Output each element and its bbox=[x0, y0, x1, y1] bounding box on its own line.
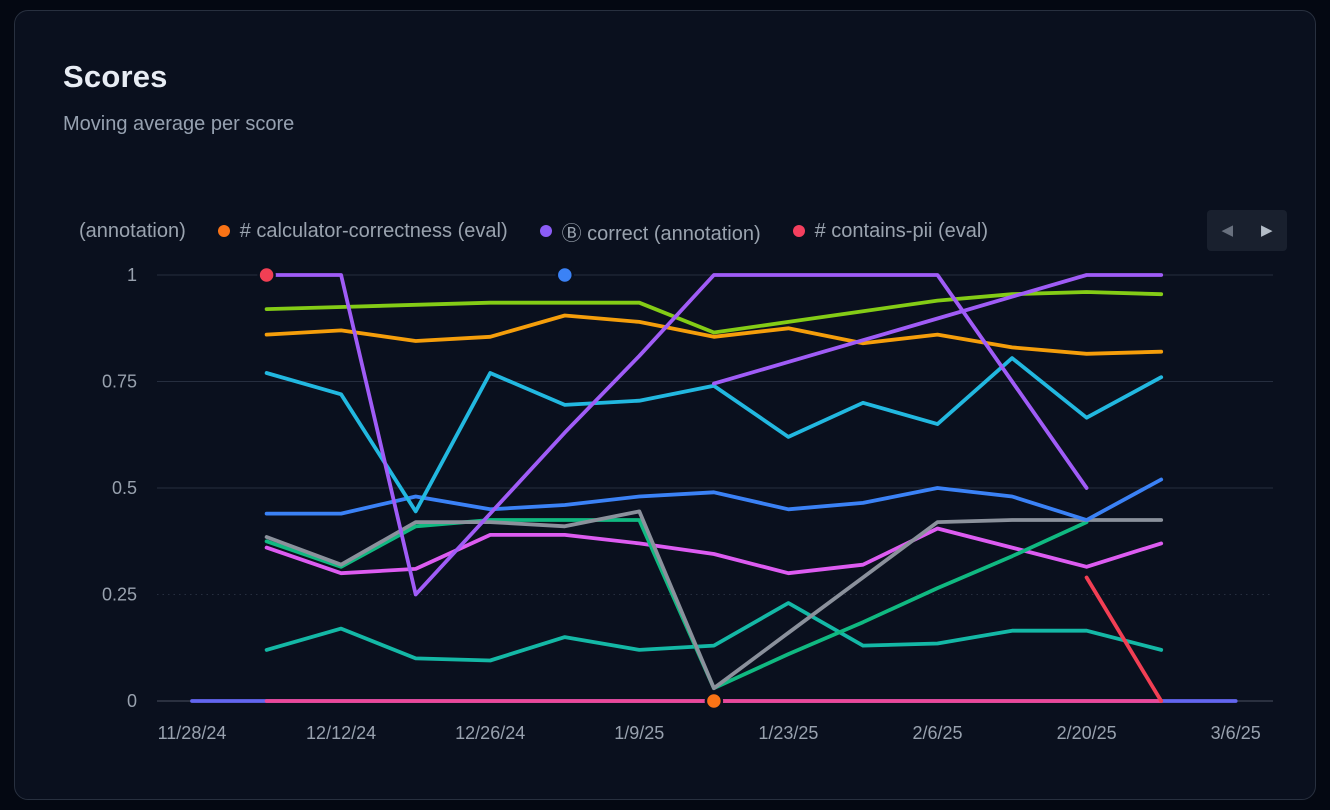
right-arrow-icon: ▶ bbox=[1261, 222, 1273, 239]
chart-legend: (annotation) # calculator-correctness (ev… bbox=[79, 216, 988, 246]
legend-item-3[interactable]: # contains-pii (eval) bbox=[792, 219, 989, 243]
series-line-magenta-line bbox=[264, 526, 1164, 576]
x-axis-label: 11/28/24 bbox=[158, 723, 227, 743]
scores-card: Scores Moving average per score (annotat… bbox=[14, 10, 1316, 800]
series-line-purple-line-a bbox=[264, 273, 1089, 597]
data-point-dot-orange-marker bbox=[704, 691, 724, 711]
x-axis-label: 12/12/24 bbox=[306, 723, 376, 743]
series-line-red-line bbox=[1084, 575, 1164, 703]
legend-item-label: Ⓑ correct (annotation) bbox=[561, 222, 761, 245]
legend-scroll-controls: ◀ ▶ bbox=[1207, 210, 1287, 251]
y-axis-label: 0.25 bbox=[102, 585, 137, 605]
data-point-dot-red-line bbox=[257, 265, 276, 285]
legend-prev-button[interactable]: ◀ bbox=[1219, 221, 1235, 240]
series-lines bbox=[190, 273, 1238, 703]
legend-item-label: (annotation) bbox=[79, 219, 186, 242]
legend-item-1[interactable]: # calculator-correctness (eval) bbox=[217, 219, 508, 243]
series-line-amber-line bbox=[264, 313, 1164, 356]
legend-item-label: # calculator-correctness (eval) bbox=[239, 219, 508, 242]
x-axis-label: 2/6/25 bbox=[912, 723, 962, 743]
series-line-teal-line bbox=[264, 601, 1164, 663]
legend-color-dot-icon bbox=[217, 225, 230, 237]
legend-item-label: # contains-pii (eval) bbox=[814, 219, 989, 242]
x-axis-labels: 11/28/24 12/12/24 12/26/24 1/9/25 1/23/25 2/6… bbox=[158, 723, 1261, 743]
x-axis-label: 3/6/25 bbox=[1211, 723, 1261, 743]
y-axis-label: 0.75 bbox=[102, 372, 137, 392]
y-axis-label: 1 bbox=[127, 265, 137, 285]
legend-item-2[interactable]: Ⓑ correct (annotation) bbox=[539, 217, 761, 246]
series-line-purple-line-b bbox=[712, 273, 1164, 386]
legend-next-button[interactable]: ▶ bbox=[1259, 221, 1275, 240]
y-axis-label: 0.5 bbox=[112, 478, 137, 498]
series-line-cyan-line bbox=[264, 356, 1164, 514]
x-axis-label: 2/20/25 bbox=[1057, 723, 1117, 743]
page-subtitle: Moving average per score bbox=[63, 113, 295, 135]
left-arrow-icon: ◀ bbox=[1221, 222, 1233, 239]
x-axis-label: 1/9/25 bbox=[614, 723, 664, 743]
series-line-blue-line bbox=[264, 477, 1164, 522]
page-title: Scores bbox=[63, 59, 168, 94]
series-line-gray-line bbox=[264, 509, 1164, 691]
series-line-lime-line bbox=[264, 290, 1164, 335]
x-axis-label: 12/26/24 bbox=[455, 723, 525, 743]
legend-item-0[interactable]: (annotation) bbox=[79, 220, 186, 243]
legend-color-dot-icon bbox=[792, 225, 805, 237]
legend-color-dot-icon bbox=[539, 225, 552, 237]
point-markers bbox=[257, 265, 724, 711]
data-point-dot-blue-marker bbox=[555, 265, 575, 285]
y-axis-label: 0 bbox=[127, 691, 137, 711]
x-axis-label: 1/23/25 bbox=[758, 723, 818, 743]
